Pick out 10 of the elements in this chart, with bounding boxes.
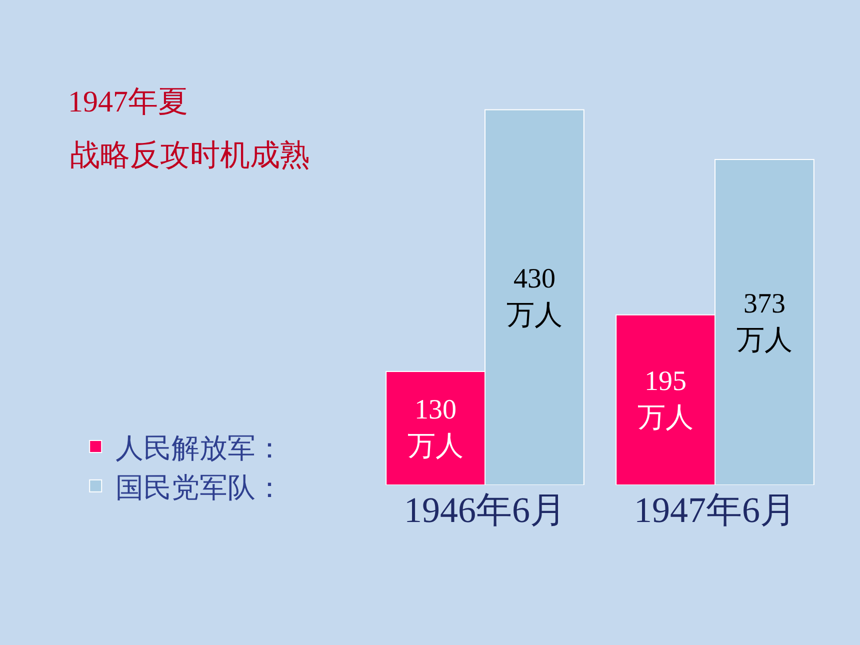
data-label: 195 万人 <box>638 366 694 434</box>
data-label: 430 万人 <box>506 264 562 332</box>
x-tick-label: 1947年6月 <box>634 490 796 530</box>
data-label: 373 万人 <box>736 288 792 356</box>
x-tick-label: 1946年6月 <box>404 490 566 530</box>
text: 1947年夏 <box>68 85 188 118</box>
legend-label: 国民党军队： <box>116 472 284 504</box>
data-label: 130 万人 <box>408 394 464 462</box>
legend-label: 人民解放军： <box>116 433 284 464</box>
text: 战略反攻时机成熟 <box>70 139 310 172</box>
